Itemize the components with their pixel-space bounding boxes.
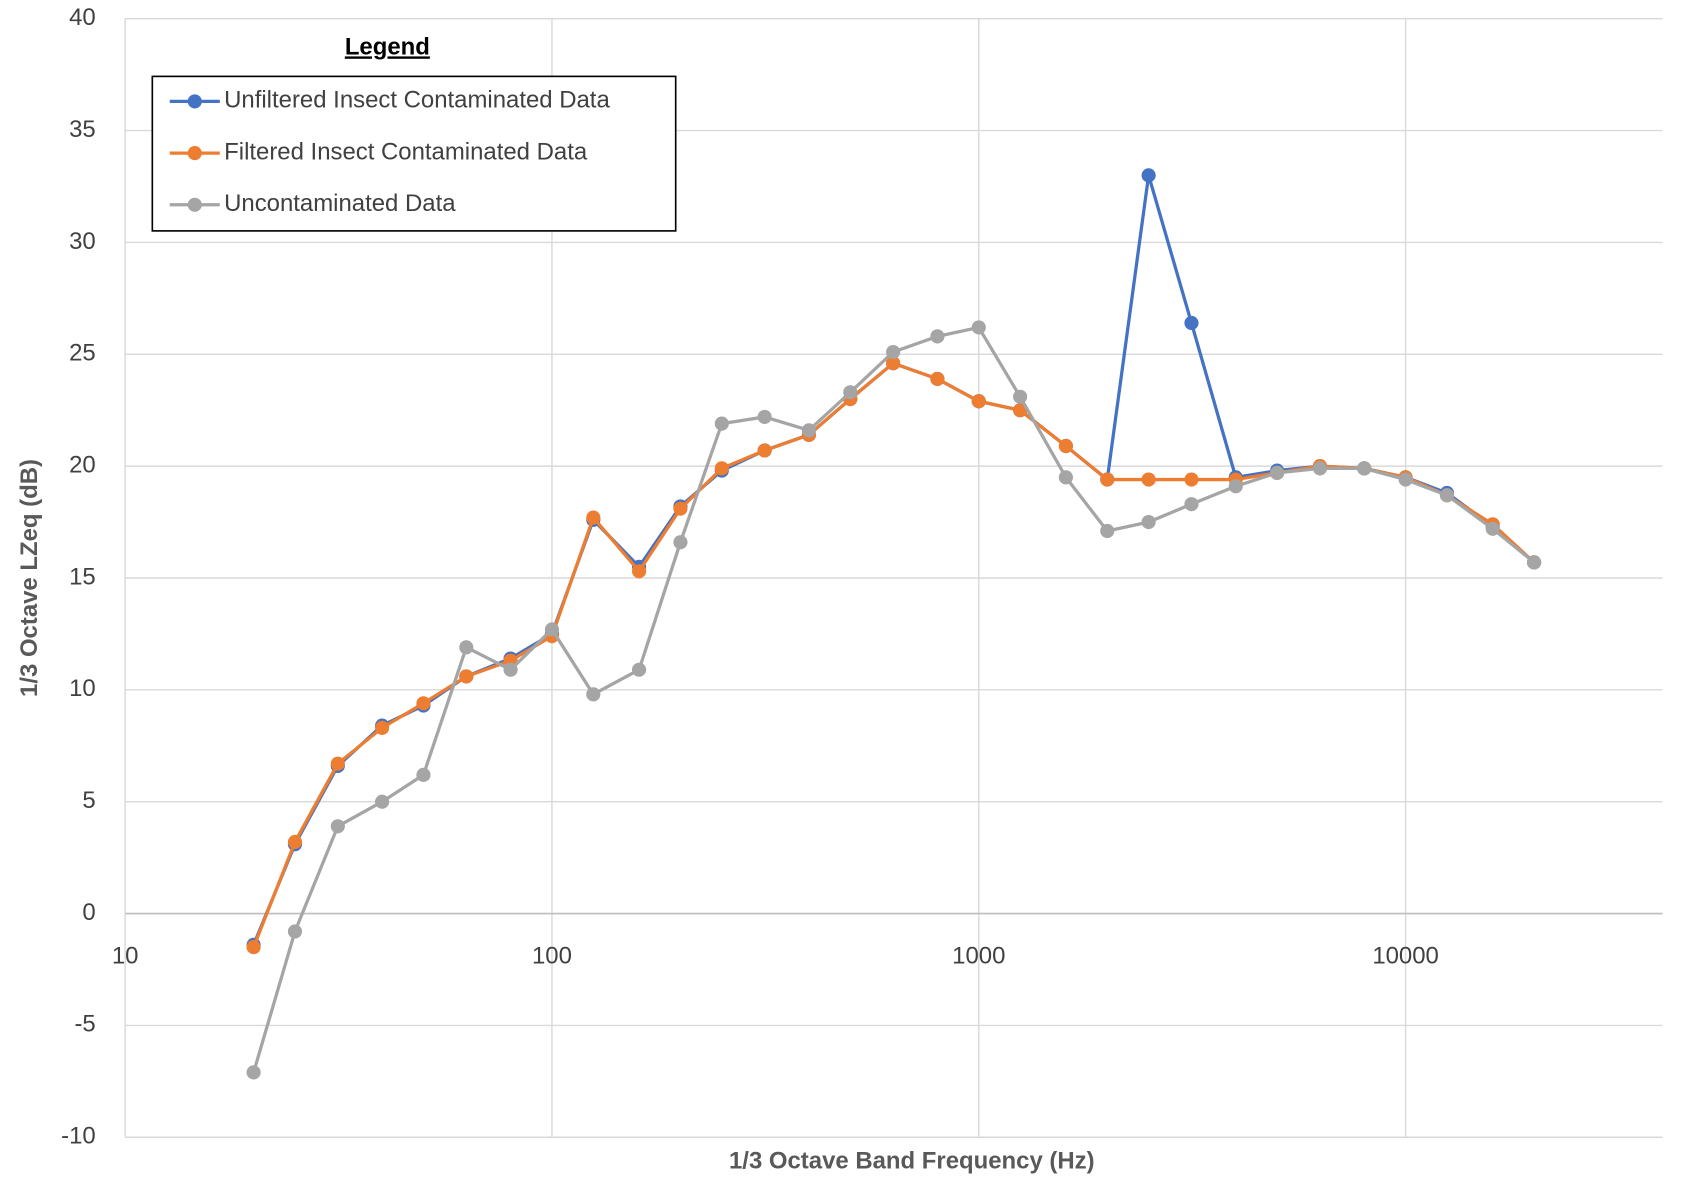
data-point bbox=[287, 834, 303, 850]
data-point bbox=[586, 687, 601, 702]
data-point bbox=[1357, 461, 1372, 476]
y-tick-label: 40 bbox=[69, 4, 96, 31]
data-point bbox=[843, 385, 858, 400]
data-point bbox=[930, 371, 945, 386]
data-point bbox=[1013, 403, 1028, 418]
data-point bbox=[1100, 523, 1115, 539]
series-line bbox=[252, 325, 1536, 1073]
data-point bbox=[886, 344, 901, 360]
y-tick-label: 20 bbox=[69, 451, 96, 478]
data-point bbox=[757, 443, 772, 458]
data-point bbox=[330, 756, 345, 771]
data-point bbox=[375, 720, 390, 735]
data-point bbox=[930, 329, 945, 344]
data-point bbox=[1439, 488, 1455, 503]
data-point bbox=[1485, 521, 1500, 536]
data-point bbox=[330, 819, 345, 834]
data-point bbox=[1141, 472, 1156, 487]
data-point bbox=[459, 669, 474, 684]
data-point bbox=[1058, 438, 1073, 454]
legend-marker bbox=[187, 146, 202, 161]
data-point bbox=[416, 696, 431, 711]
data-point bbox=[1100, 472, 1115, 487]
data-point bbox=[1141, 168, 1156, 183]
y-tick-label: 0 bbox=[82, 899, 95, 926]
x-tick-label: 100 bbox=[532, 942, 572, 969]
data-point bbox=[1312, 461, 1328, 476]
y-tick-label: -10 bbox=[61, 1123, 96, 1150]
data-point bbox=[1398, 472, 1413, 487]
y-tick-label: -5 bbox=[74, 1011, 95, 1038]
data-point bbox=[375, 794, 390, 809]
legend-label: Uncontaminated Data bbox=[224, 190, 456, 217]
data-point bbox=[631, 662, 647, 677]
data-point bbox=[459, 640, 474, 655]
x-tick-label: 1000 bbox=[952, 942, 1005, 969]
data-point bbox=[714, 461, 729, 476]
data-point bbox=[503, 662, 518, 677]
data-point bbox=[1058, 470, 1073, 485]
data-point bbox=[1527, 555, 1542, 570]
data-point bbox=[1141, 514, 1156, 530]
data-point bbox=[246, 1065, 261, 1080]
data-point bbox=[971, 394, 986, 409]
legend-marker bbox=[187, 94, 202, 109]
data-point bbox=[287, 924, 303, 939]
y-tick-label: 5 bbox=[82, 787, 95, 814]
data-point bbox=[1184, 472, 1199, 487]
legend-title: Legend bbox=[345, 33, 430, 60]
data-point bbox=[1184, 315, 1199, 331]
data-point bbox=[416, 767, 431, 782]
x-tick-label: 10 bbox=[112, 942, 139, 969]
data-point bbox=[544, 622, 560, 637]
y-tick-label: 30 bbox=[69, 228, 96, 255]
series-line bbox=[252, 173, 1536, 946]
legend-label: Unfiltered Insect Contaminated Data bbox=[224, 87, 610, 114]
data-point bbox=[801, 423, 816, 438]
x-tick-label: 10000 bbox=[1372, 942, 1439, 969]
data-point bbox=[971, 320, 986, 335]
data-point bbox=[673, 535, 688, 550]
y-tick-label: 15 bbox=[69, 563, 96, 590]
data-point bbox=[673, 501, 688, 516]
legend-marker bbox=[187, 197, 202, 212]
y-tick-label: 25 bbox=[69, 340, 96, 367]
x-axis-title: 1/3 Octave Band Frequency (Hz) bbox=[729, 1148, 1095, 1175]
data-point bbox=[246, 940, 261, 955]
data-point bbox=[1013, 389, 1028, 404]
data-point bbox=[757, 409, 772, 424]
data-point bbox=[1228, 479, 1243, 494]
y-tick-label: 35 bbox=[69, 116, 96, 143]
data-point bbox=[714, 416, 729, 431]
data-point bbox=[631, 564, 647, 579]
legend-box bbox=[151, 75, 677, 232]
data-point bbox=[886, 356, 901, 371]
data-point bbox=[1184, 497, 1199, 512]
data-point bbox=[1270, 465, 1285, 480]
y-tick-label: 10 bbox=[69, 675, 96, 702]
data-point bbox=[586, 510, 601, 525]
legend-label: Filtered Insect Contaminated Data bbox=[224, 138, 588, 165]
series-line bbox=[252, 361, 1536, 948]
y-axis-title: 1/3 Octave LZeq (dB) bbox=[16, 459, 43, 697]
